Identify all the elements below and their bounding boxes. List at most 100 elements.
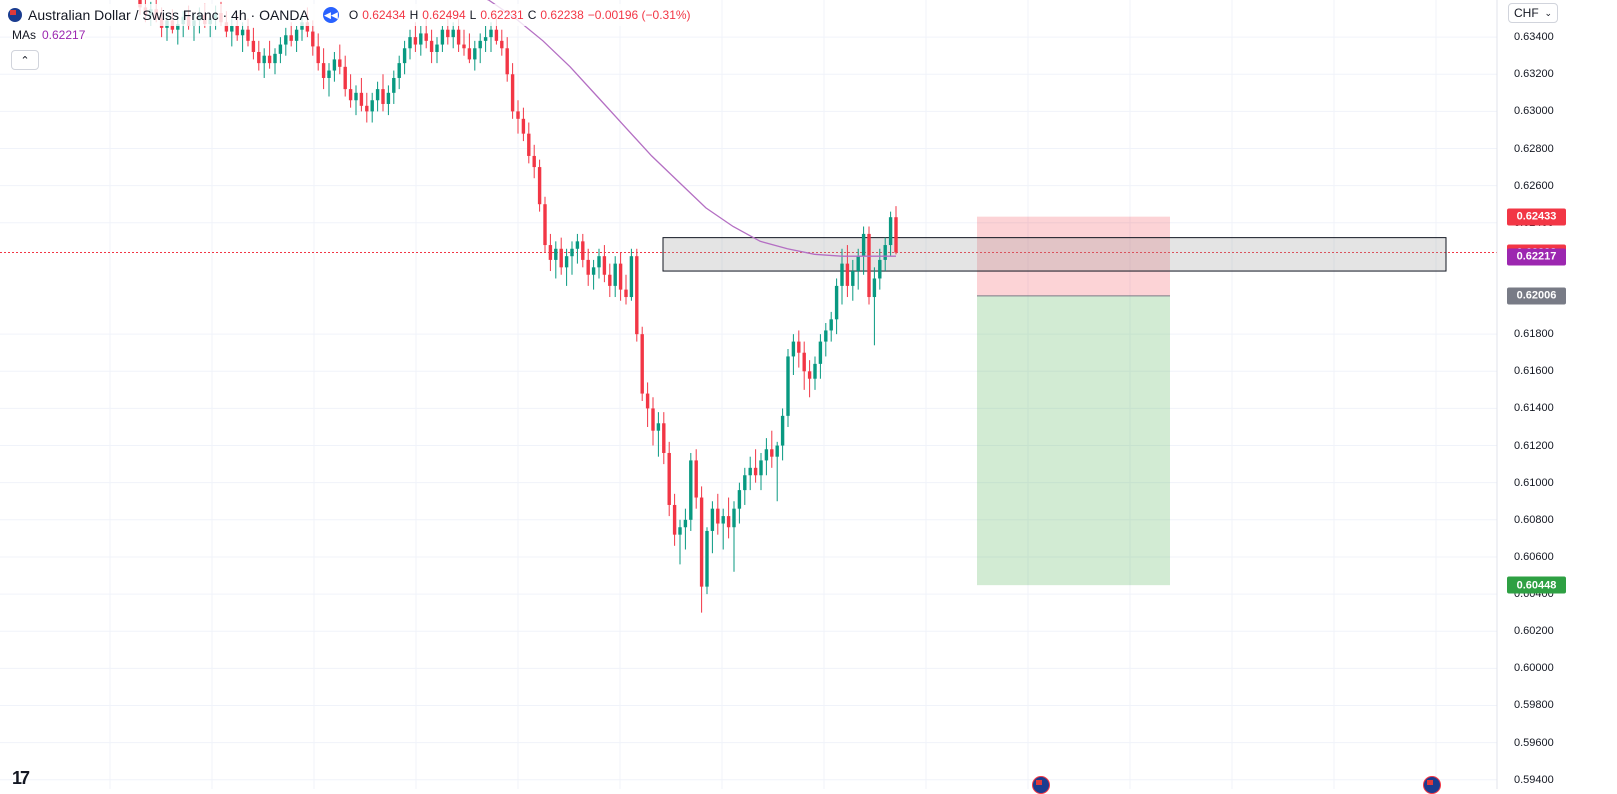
candle-body — [483, 37, 488, 41]
candle-body — [629, 256, 634, 298]
candle-body — [305, 22, 310, 32]
position-stop-zone[interactable] — [977, 216, 1170, 296]
candle-body — [737, 490, 742, 509]
candle-body — [462, 44, 466, 49]
candle-body — [829, 319, 833, 331]
candle-body — [251, 40, 256, 52]
candle-body — [597, 256, 601, 268]
candle-body — [791, 341, 796, 357]
candle-body — [716, 508, 720, 524]
moving-average-line — [486, 0, 896, 257]
candle-body — [473, 48, 477, 60]
candle-body — [645, 393, 650, 409]
candle-body — [408, 37, 412, 49]
candle-body — [883, 245, 887, 260]
candle-body — [500, 40, 504, 49]
symbol-legend: Australian Dollar / Swiss Franc · 4h · O… — [8, 4, 695, 26]
candle-body — [386, 92, 391, 104]
price-tick-label: 0.62800 — [1514, 142, 1554, 155]
candle-body — [834, 285, 839, 320]
price-tick-label: 0.60000 — [1514, 662, 1554, 675]
candle-body — [575, 241, 580, 249]
economic-event-icon[interactable] — [1423, 776, 1441, 794]
candle-body — [246, 29, 250, 41]
collapse-legend-button[interactable]: ⌃ — [11, 50, 39, 70]
candle-body — [521, 118, 526, 134]
position-target-zone[interactable] — [977, 295, 1170, 586]
support-resistance-zone[interactable] — [662, 237, 1447, 272]
price-tick-label: 0.60800 — [1514, 513, 1554, 526]
candle-body — [316, 46, 320, 64]
stop-price-tag: 0.62433 — [1507, 208, 1566, 226]
candlestick-series — [138, 0, 898, 613]
open-label: O — [348, 8, 359, 22]
open-value: 0.62434 — [362, 8, 406, 22]
low-value: 0.62231 — [480, 8, 524, 22]
price-tick-label: 0.59600 — [1514, 736, 1554, 749]
indicator-legend[interactable]: MAs 0.62217 — [12, 28, 86, 42]
candle-body — [392, 77, 396, 93]
candle-body — [343, 66, 347, 90]
indicator-value: 0.62217 — [42, 28, 86, 42]
candle-body — [710, 508, 715, 531]
candle-body — [678, 527, 682, 535]
price-axis[interactable]: 0.63400 0.63200 0.63000 0.62800 0.62600 0.624… — [1497, 0, 1617, 789]
candle-body — [446, 29, 450, 38]
candle-body — [381, 89, 385, 104]
candle-body — [359, 92, 364, 106]
candle-body — [230, 25, 234, 32]
candle-body — [780, 415, 785, 446]
candle-body — [570, 248, 574, 257]
candle-body — [543, 204, 547, 246]
candle-body — [656, 423, 661, 431]
high-label: H — [409, 8, 419, 22]
candle-body — [689, 460, 693, 520]
candle-body — [354, 92, 358, 101]
candle-body — [770, 449, 774, 457]
candle-body — [797, 341, 801, 353]
candle-body — [651, 408, 655, 431]
candle-body — [375, 89, 380, 101]
candle-body — [278, 44, 283, 54]
candle-body — [581, 241, 585, 260]
candle-body — [867, 233, 871, 298]
candle-body — [764, 449, 769, 461]
candle-body — [527, 133, 531, 156]
candle-body — [424, 33, 428, 41]
candle-body — [559, 248, 563, 268]
price-tick-label: 0.59400 — [1514, 773, 1554, 786]
candle-body — [554, 248, 558, 260]
candle-body — [851, 271, 855, 286]
candle-body — [824, 330, 828, 342]
currency-select[interactable]: CHF ⌄ — [1508, 3, 1558, 23]
candle-body — [365, 105, 369, 112]
chevron-down-icon: ⌄ — [1544, 7, 1552, 18]
candle-body — [888, 217, 893, 246]
candle-body — [813, 363, 817, 379]
candle-body — [802, 352, 806, 372]
candle-body — [786, 356, 790, 416]
candle-body — [289, 35, 293, 41]
candle-body — [537, 167, 542, 205]
candle-body — [564, 256, 569, 268]
chart-grid — [0, 0, 1497, 789]
candle-body — [176, 24, 180, 30]
audchf-flag-icon — [8, 8, 22, 22]
candle-body — [348, 89, 353, 101]
candle-body — [311, 31, 315, 47]
candle-body — [624, 289, 628, 298]
economic-event-icon[interactable] — [1032, 776, 1050, 794]
candle-body — [327, 70, 331, 78]
candle-body — [273, 53, 277, 64]
tradingview-logo-icon[interactable]: 17 — [12, 768, 30, 788]
candle-body — [840, 263, 844, 286]
candle-body — [694, 460, 698, 498]
price-tick-label: 0.63400 — [1514, 31, 1554, 44]
candle-body — [510, 74, 515, 112]
candle-body — [845, 263, 850, 286]
replay-icon[interactable]: ◀◀ — [322, 7, 339, 23]
ma-price-tag: 0.62217 — [1507, 248, 1566, 266]
candle-body — [878, 259, 882, 279]
symbol-title[interactable]: Australian Dollar / Swiss Franc · 4h · O… — [28, 7, 309, 23]
